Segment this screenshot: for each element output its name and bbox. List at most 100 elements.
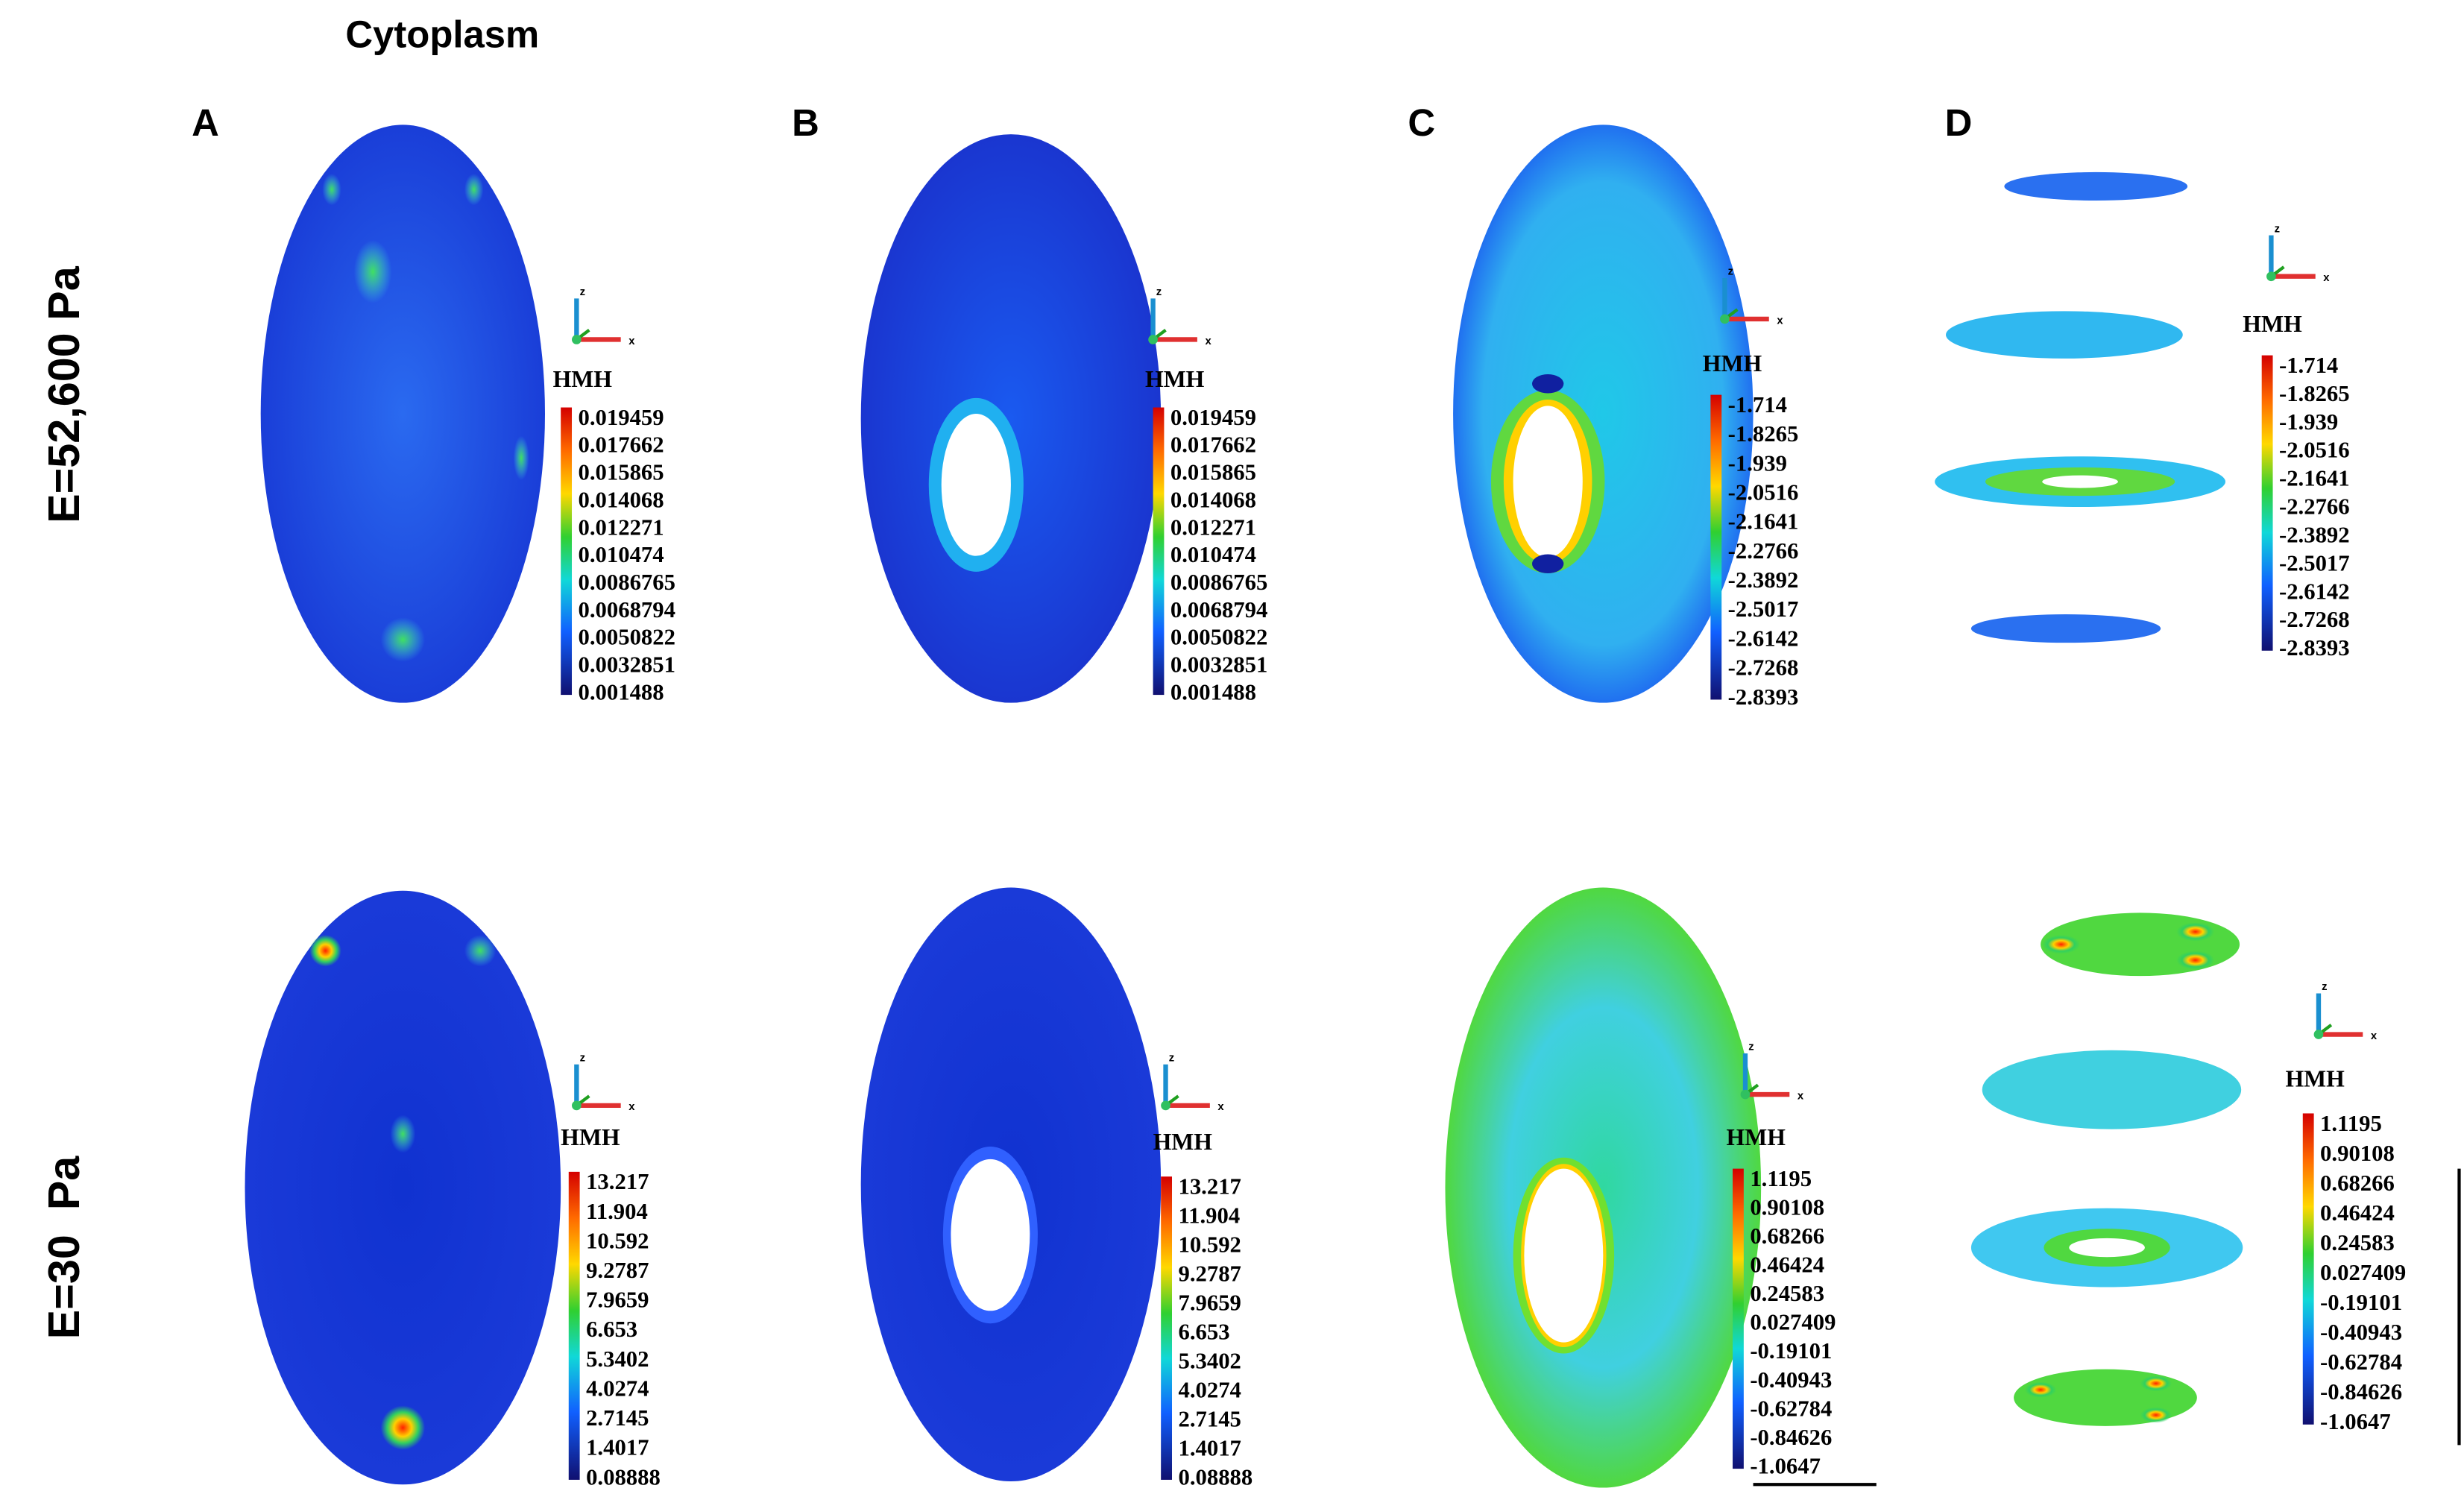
colorbar-label: 4.0274	[1178, 1377, 1241, 1402]
colorbar-label: 0.46424	[1750, 1252, 1824, 1278]
colorbar	[2261, 355, 2273, 651]
colorbar-label: -2.8393	[2279, 635, 2350, 661]
colorbar-label: 0.017662	[578, 432, 664, 458]
colorbar-label: 6.653	[1178, 1319, 1229, 1344]
colorbar-label: 13.217	[586, 1169, 649, 1194]
axis-label: z	[1748, 1041, 1754, 1053]
legend-title: HMH	[1145, 366, 1205, 392]
axis-origin	[1740, 1089, 1751, 1100]
colorbar-label: 2.7145	[1178, 1406, 1241, 1431]
colorbar-label: 0.017662	[1170, 432, 1256, 458]
axis-origin	[2266, 271, 2276, 282]
axis-label: z	[2322, 981, 2327, 993]
colorbar	[1710, 394, 1722, 700]
legend-title: HMH	[561, 1124, 620, 1150]
colorbar-label: 5.3402	[586, 1346, 649, 1372]
colorbar-label: -0.40943	[2320, 1320, 2402, 1345]
cell-row-1	[260, 125, 2225, 703]
cell-row-2	[245, 887, 2461, 1488]
colorbar-label: -2.3892	[2279, 522, 2350, 547]
colorbar-label: 9.2787	[1178, 1261, 1241, 1286]
colorbar-label: -0.62784	[1750, 1396, 1832, 1421]
axis-label: x	[2323, 272, 2330, 284]
colorbar-label: 11.904	[1178, 1203, 1240, 1228]
colorbar-label: 0.08888	[1178, 1464, 1253, 1490]
colorbar-label: 1.1195	[2320, 1111, 2382, 1136]
axis-label: x	[628, 335, 635, 347]
axis-origin	[2313, 1030, 2324, 1039]
colorbar	[1161, 1176, 1173, 1480]
axis-label: x	[1205, 335, 1211, 347]
colorbar-label: 7.9659	[586, 1287, 649, 1313]
colorbar	[2302, 1113, 2314, 1425]
colorbar-label: 1.4017	[1178, 1435, 1241, 1460]
colorbar-label: 9.2787	[586, 1258, 649, 1283]
colorbar-label: 0.0068794	[578, 597, 675, 622]
axis-origin	[1161, 1100, 1170, 1111]
axis-label: x	[1217, 1101, 1224, 1113]
colorbar-label: 0.0086765	[1170, 570, 1267, 595]
row-label: E=52,600 Pa	[39, 265, 89, 523]
axis-label: z	[2275, 223, 2280, 235]
axis-origin	[1720, 314, 1730, 324]
colorbar-label: -0.19101	[2320, 1290, 2402, 1315]
colorbar-label: 0.0068794	[1170, 597, 1267, 622]
colorbar-label: -2.2766	[1728, 538, 1799, 564]
colorbar-label: -2.6142	[2279, 579, 2350, 604]
colorbar-label: -1.939	[2279, 409, 2338, 435]
colorbar-label: -2.5017	[2279, 550, 2350, 576]
colorbar-label: 0.012271	[1170, 514, 1256, 540]
colorbar-label: -2.3892	[1728, 567, 1799, 593]
colorbar-label: -1.714	[2279, 353, 2338, 378]
colorbar-label: 0.015865	[1170, 460, 1256, 485]
colorbar-label: 0.24583	[2320, 1230, 2395, 1255]
colorbar-label: -1.939	[1728, 450, 1787, 476]
colorbar-label: 0.46424	[2320, 1200, 2395, 1226]
colorbar-label: 0.014068	[1170, 487, 1256, 512]
colorbar-label: 0.90108	[2320, 1141, 2395, 1166]
colorbar-label: -2.6142	[1728, 625, 1799, 651]
colorbar-label: 0.001488	[578, 679, 664, 705]
colorbar-label: 0.012271	[578, 514, 664, 540]
colorbar-label: 0.019459	[578, 405, 664, 430]
colorbar-label: -2.0516	[1728, 479, 1799, 505]
colorbar-label: 10.592	[1178, 1232, 1241, 1257]
colorbar-label: 10.592	[586, 1228, 649, 1253]
colorbar-label: -2.7268	[2279, 607, 2350, 632]
colorbar	[561, 407, 573, 696]
colorbar-label: 6.653	[586, 1317, 637, 1342]
colorbar-label: 0.24583	[1750, 1281, 1824, 1306]
axis-label: z	[1728, 266, 1733, 278]
legend-title: HMH	[553, 366, 613, 392]
panel-label: D	[1945, 101, 1973, 144]
colorbar-label: 0.08888	[586, 1464, 661, 1490]
figure-title: Cytoplasm	[345, 13, 539, 56]
colorbar-label: -2.0516	[2279, 438, 2350, 463]
legend-title: HMH	[2285, 1065, 2345, 1091]
colorbar-label: -1.0647	[1750, 1453, 1821, 1478]
colorbar-label: -0.84626	[1750, 1425, 1832, 1450]
colorbar-label: 0.0050822	[578, 625, 675, 650]
axis-label: x	[628, 1101, 635, 1113]
colorbar-label: 0.90108	[1750, 1194, 1824, 1220]
colorbar-label: 1.4017	[586, 1435, 649, 1460]
axis-origin	[572, 1100, 582, 1111]
colorbar-label: 0.010474	[578, 542, 664, 567]
colorbar-label: -0.84626	[2320, 1379, 2402, 1405]
colorbar-label: -0.62784	[2320, 1349, 2402, 1375]
axis-origin	[1148, 335, 1158, 344]
colorbar-label: 0.001488	[1170, 679, 1256, 705]
colorbar-label: 0.68266	[1750, 1223, 1824, 1249]
colorbar-label: -2.7268	[1728, 655, 1799, 681]
colorbar-label: -2.1641	[2279, 466, 2350, 491]
axis-origin	[572, 335, 582, 344]
colorbar-label: 0.014068	[578, 487, 664, 512]
axis-label: x	[2371, 1030, 2378, 1042]
axis-label: z	[1169, 1053, 1174, 1065]
axis-label: x	[1797, 1090, 1804, 1102]
colorbar	[1733, 1168, 1744, 1469]
colorbar-label: 13.217	[1178, 1174, 1241, 1200]
colorbar-label: -0.40943	[1750, 1367, 1832, 1393]
colorbar	[1153, 407, 1165, 696]
